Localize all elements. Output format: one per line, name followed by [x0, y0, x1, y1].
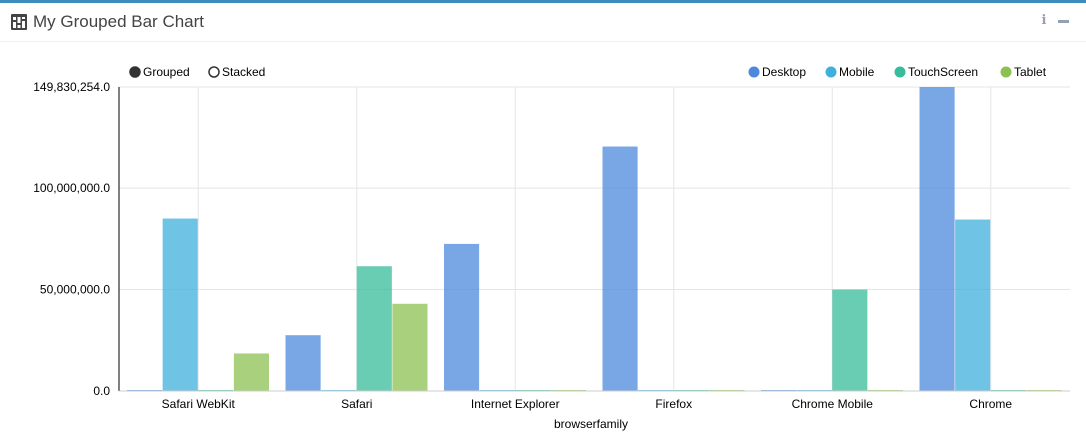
bar-desktop-internet-explorer[interactable]	[444, 243, 480, 391]
y-tick-label: 0.0	[93, 384, 110, 398]
x-tick-label: Internet Explorer	[471, 397, 560, 411]
legend-swatch-touchscreen	[894, 66, 906, 78]
legend-label-tablet: Tablet	[1014, 65, 1047, 79]
info-icon[interactable]: i	[1041, 13, 1047, 28]
legend-item-desktop[interactable]: Desktop	[748, 65, 807, 79]
bar-desktop-safari[interactable]	[285, 335, 321, 391]
x-tick-label: Firefox	[655, 397, 692, 411]
widget-header: My Grouped Bar Chart i	[0, 3, 1086, 42]
x-tick-label: Chrome Mobile	[792, 397, 874, 411]
legend-item-touchscreen[interactable]: TouchScreen	[894, 65, 979, 79]
legend-swatch-desktop	[748, 66, 760, 78]
grouped-radio-icon	[129, 66, 141, 78]
y-tick-label: 100,000,000.0	[33, 181, 110, 195]
legend-swatch-tablet	[1000, 66, 1012, 78]
grouped-toggle[interactable]: Grouped	[129, 65, 190, 79]
bar-chart: 0.0 50,000,000.0 100,000,000.0 149,830,254.…	[33, 65, 1070, 431]
bar-mobile-chrome[interactable]	[955, 219, 991, 391]
bar-chart-icon	[11, 14, 27, 30]
chart-grid	[119, 86, 1070, 392]
x-axis-label: browserfamily	[554, 417, 628, 431]
legend: Desktop Mobile TouchScreen Tablet	[748, 65, 1047, 79]
x-tick-label: Safari WebKit	[162, 397, 236, 411]
legend-item-tablet[interactable]: Tablet	[1000, 65, 1047, 79]
bar-desktop-firefox[interactable]	[602, 146, 638, 391]
bar-desktop-chrome[interactable]	[919, 87, 955, 391]
x-tick-label: Chrome	[969, 397, 1012, 411]
bar-tablet-safari[interactable]	[392, 303, 428, 391]
legend-label-touchscreen: TouchScreen	[908, 65, 978, 79]
grouped-label: Grouped	[143, 65, 190, 79]
y-tick-label: 149,830,254.0	[33, 80, 110, 94]
widget-title: My Grouped Bar Chart	[33, 12, 205, 31]
bar-mobile-safari-webkit[interactable]	[162, 218, 198, 391]
bar-tablet-safari-webkit[interactable]	[233, 353, 269, 391]
legend-item-mobile[interactable]: Mobile	[825, 65, 875, 79]
legend-label-mobile: Mobile	[839, 65, 875, 79]
x-tick-label: Safari	[341, 397, 372, 411]
stacked-label: Stacked	[222, 65, 265, 79]
y-tick-label: 50,000,000.0	[40, 283, 110, 297]
legend-swatch-mobile	[825, 66, 837, 78]
stacked-radio-icon	[208, 66, 220, 78]
chart-axes: 0.0 50,000,000.0 100,000,000.0 149,830,254.…	[33, 80, 1070, 411]
chart-bars	[127, 87, 1062, 391]
minimize-icon[interactable]	[1058, 12, 1072, 30]
stacked-toggle[interactable]: Stacked	[208, 65, 265, 79]
bar-touchscreen-safari[interactable]	[356, 266, 392, 391]
legend-label-desktop: Desktop	[762, 65, 806, 79]
bar-touchscreen-chrome-mobile[interactable]	[832, 289, 868, 391]
